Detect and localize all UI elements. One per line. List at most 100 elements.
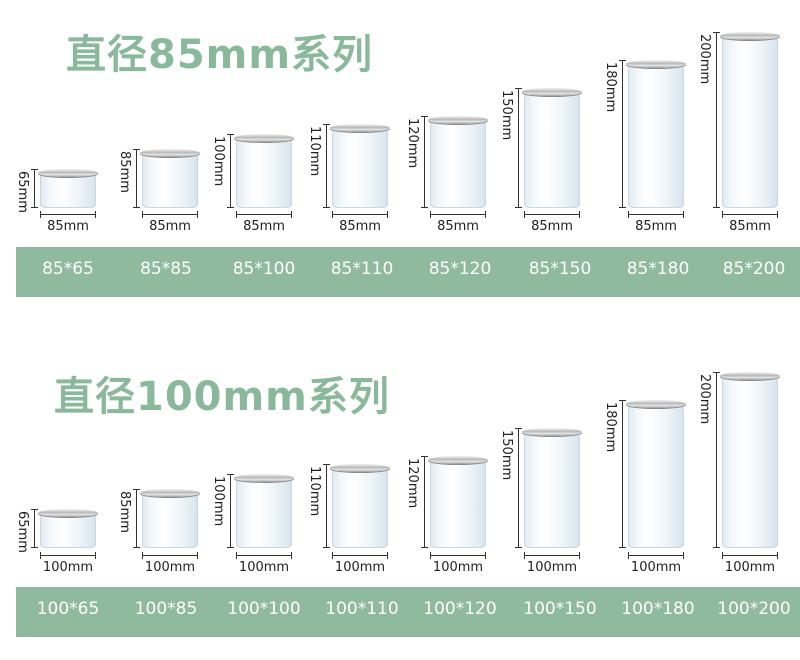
- can-lid: [428, 116, 488, 124]
- width-dimension-line: [236, 552, 292, 559]
- can-lid: [330, 124, 390, 132]
- height-dimension-line: [31, 169, 38, 208]
- size-label: 100*110: [325, 599, 399, 619]
- height-label: 200mm: [697, 34, 712, 85]
- width-label: 100mm: [630, 560, 682, 575]
- size-label: 85*180: [626, 259, 690, 279]
- width-dimension-line: [40, 552, 96, 559]
- width-label: 100mm: [334, 560, 386, 575]
- width-label: 85mm: [437, 219, 479, 234]
- width-dimension-line: [142, 552, 198, 559]
- height-label: 65mm: [15, 171, 30, 213]
- width-label: 100mm: [144, 560, 196, 575]
- can-lid: [720, 372, 780, 380]
- height-label: 100mm: [211, 476, 226, 527]
- width-label: 100mm: [42, 560, 94, 575]
- size-label: 85*150: [528, 259, 592, 279]
- can-image: [140, 149, 200, 208]
- width-label: 85mm: [47, 219, 89, 234]
- width-dimension-line: [524, 211, 580, 218]
- size-label: 85*120: [428, 259, 492, 279]
- section-title: 直径85mm系列: [66, 32, 374, 78]
- height-dimension-line: [515, 428, 522, 548]
- height-dimension-line: [713, 32, 720, 208]
- can-image: [720, 372, 780, 548]
- can-lid: [626, 60, 686, 68]
- can-lid: [140, 149, 200, 157]
- can-lid: [140, 489, 200, 497]
- can-image: [720, 32, 780, 208]
- width-dimension-line: [722, 552, 778, 559]
- width-label: 85mm: [149, 219, 191, 234]
- width-dimension-line: [722, 211, 778, 218]
- height-dimension-line: [421, 116, 428, 208]
- width-dimension-line: [430, 211, 486, 218]
- width-dimension-line: [332, 552, 388, 559]
- width-dimension-line: [332, 211, 388, 218]
- can-image: [522, 428, 582, 548]
- height-dimension-line: [515, 88, 522, 208]
- can-lid: [234, 474, 294, 482]
- height-label: 85mm: [117, 151, 132, 193]
- width-dimension-line: [236, 211, 292, 218]
- can-image: [330, 464, 390, 548]
- can-lid: [38, 509, 98, 517]
- width-label: 85mm: [339, 219, 381, 234]
- can-image: [626, 400, 686, 548]
- height-dimension-line: [227, 134, 234, 208]
- height-label: 120mm: [405, 458, 420, 509]
- width-dimension-line: [524, 552, 580, 559]
- height-label: 180mm: [603, 62, 618, 113]
- width-dimension-line: [40, 211, 96, 218]
- height-label: 150mm: [499, 90, 514, 141]
- width-label: 85mm: [635, 219, 677, 234]
- can-image: [38, 169, 98, 208]
- height-label: 150mm: [499, 430, 514, 481]
- size-label: 85*110: [330, 259, 394, 279]
- width-label: 100mm: [724, 560, 776, 575]
- height-dimension-line: [713, 372, 720, 548]
- can-lid: [720, 32, 780, 40]
- size-label: 85*85: [140, 259, 192, 279]
- size-label: 85*65: [42, 259, 94, 279]
- can-image: [522, 88, 582, 208]
- can-lid: [330, 464, 390, 472]
- size-label: 100*150: [523, 599, 597, 619]
- height-label: 180mm: [603, 402, 618, 453]
- height-dimension-line: [133, 149, 140, 208]
- width-label: 100mm: [238, 560, 290, 575]
- width-label: 85mm: [243, 219, 285, 234]
- width-label: 100mm: [432, 560, 484, 575]
- height-label: 120mm: [405, 118, 420, 169]
- can-lid: [38, 169, 98, 177]
- can-image: [330, 124, 390, 208]
- width-dimension-line: [628, 211, 684, 218]
- size-label: 100*100: [227, 599, 301, 619]
- can-image: [140, 489, 200, 548]
- can-lid: [428, 456, 488, 464]
- size-band: 85*65 85*85 85*100 85*110 85*120 85*150 85*180…: [16, 247, 800, 297]
- width-dimension-line: [430, 552, 486, 559]
- height-dimension-line: [421, 456, 428, 548]
- can-image: [626, 60, 686, 208]
- can-lid: [626, 400, 686, 408]
- section-title: 直径100mm系列: [54, 374, 390, 420]
- height-dimension-line: [323, 464, 330, 548]
- height-label: 110mm: [307, 126, 322, 177]
- size-label: 85*200: [722, 259, 786, 279]
- height-dimension-line: [133, 489, 140, 548]
- size-label: 100*120: [423, 599, 497, 619]
- can-image: [428, 116, 488, 208]
- width-dimension-line: [142, 211, 198, 218]
- size-label: 100*200: [717, 599, 791, 619]
- height-dimension-line: [619, 400, 626, 548]
- size-band: 100*65 100*85 100*100 100*110 100*120 100*150…: [16, 587, 800, 637]
- height-dimension-line: [619, 60, 626, 208]
- size-label: 100*65: [36, 599, 100, 619]
- height-dimension-line: [227, 474, 234, 548]
- can-image: [38, 509, 98, 548]
- can-image: [234, 134, 294, 208]
- height-dimension-line: [31, 509, 38, 548]
- can-lid: [522, 428, 582, 436]
- height-label: 200mm: [697, 374, 712, 425]
